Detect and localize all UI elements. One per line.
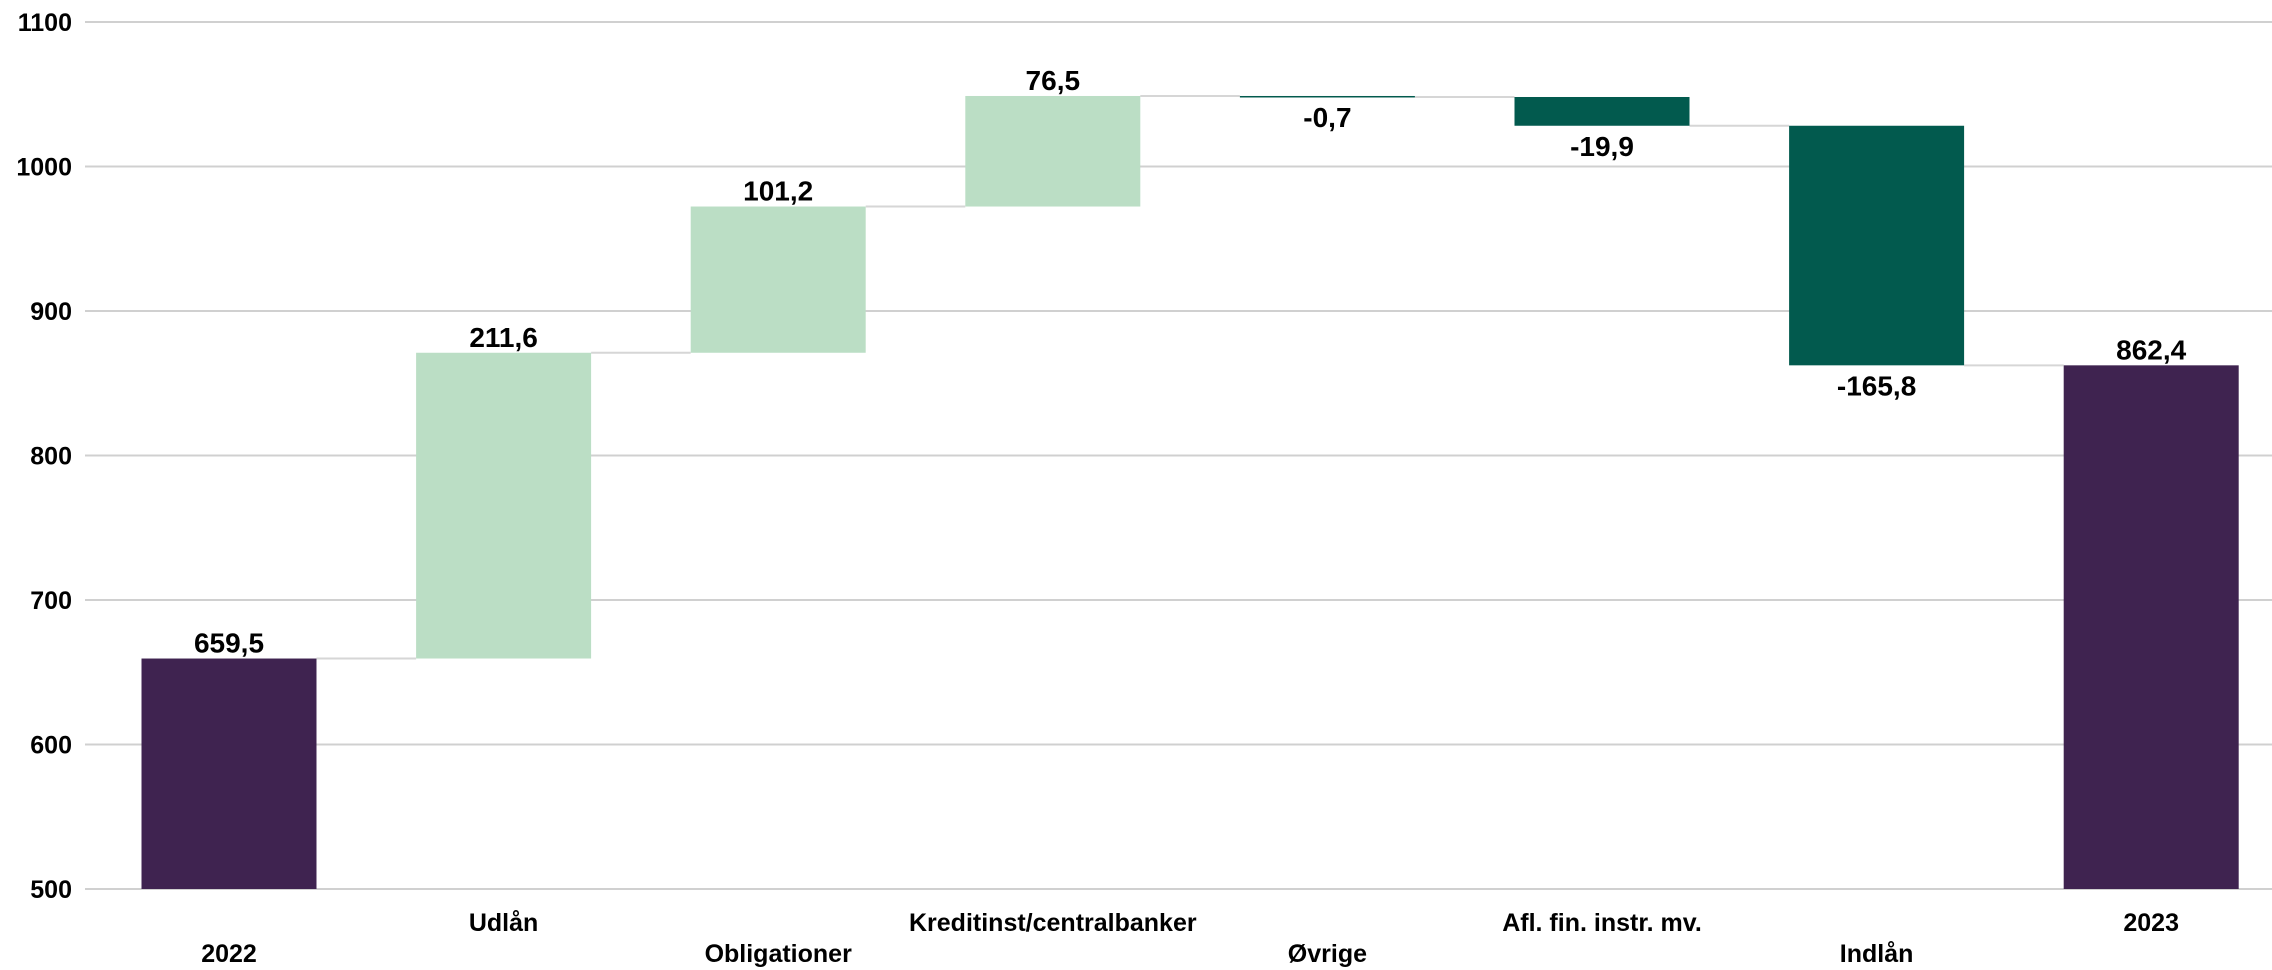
value-labels: 659,5 211,6 101,2 76,5 -0,7 -19,9 -165,8 862,4 [194,65,2187,659]
category-label: Kreditinst/centralbanker [909,909,1197,937]
y-axis-ticks: 500 600 700 800 900 1000 1100 [16,9,72,904]
category-label: Indlån [1840,940,1914,968]
y-tick-label: 700 [30,587,72,615]
bar-afl-fin-instr-mv [1514,96,1690,126]
y-tick-label: 900 [30,298,72,326]
value-label: 659,5 [194,628,264,659]
category-label: 2023 [2123,909,2179,937]
connectors [316,94,2064,660]
y-tick-label: 800 [30,443,72,471]
bars [141,95,2239,889]
y-tick-label: 500 [30,876,72,904]
bar-vrige [1239,95,1415,98]
value-label: 101,2 [743,176,813,207]
value-label: -0,7 [1303,102,1351,133]
category-label: Obligationer [705,940,853,968]
value-label: -19,9 [1570,131,1634,162]
value-label: 211,6 [469,322,538,353]
bar-obligationer [690,206,866,353]
category-label: Udlån [469,909,538,937]
category-label: 2022 [201,940,257,968]
bar-indl-n [1789,125,1965,366]
category-label: Øvrige [1288,940,1367,968]
bar-2022 [141,658,317,889]
category-labels: 2022 Udlån Obligationer Kreditinst/centralb… [201,909,2179,968]
value-label: 76,5 [1026,65,1081,96]
y-tick-label: 1100 [18,9,72,37]
bar-udl-n [416,352,592,659]
bar-kreditinst-centralbanker [965,95,1141,207]
value-label: -165,8 [1837,370,1916,401]
value-label: 862,4 [2116,334,2186,365]
category-label: Afl. fin. instr. mv. [1502,909,1702,937]
y-tick-label: 600 [30,732,72,760]
y-tick-label: 1000 [16,154,72,182]
bar-2023 [2063,365,2239,889]
